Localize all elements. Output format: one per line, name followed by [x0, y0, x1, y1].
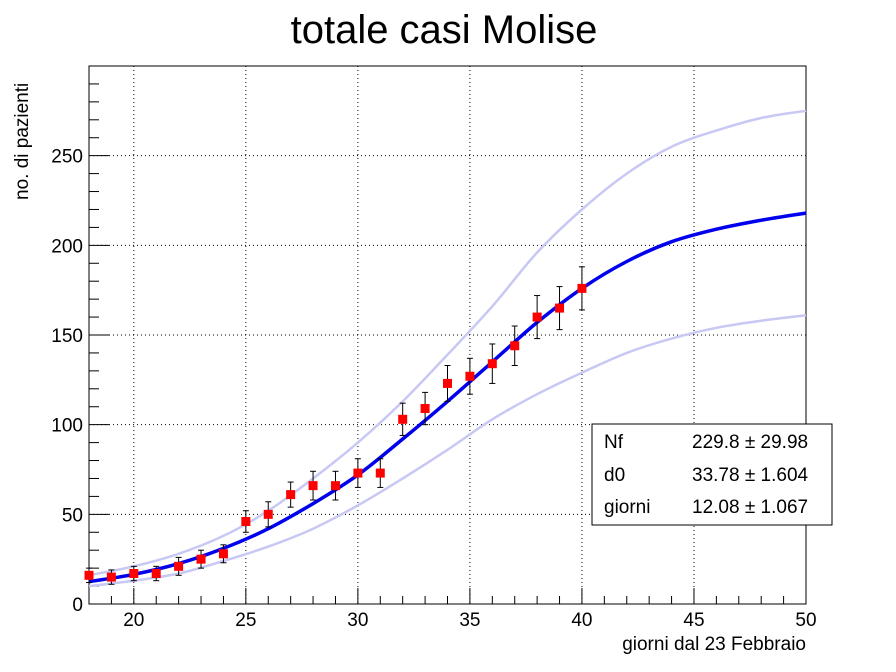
- stats-box-frame: [591, 423, 833, 526]
- data-point: [487, 359, 497, 369]
- band-lower-curve: [88, 314, 807, 588]
- data-point: [174, 561, 184, 571]
- x-axis-label: giorni dal 23 Febbraio: [622, 634, 806, 655]
- y-tick-label: 50: [62, 505, 83, 526]
- x-tick-label: 45: [683, 610, 704, 631]
- stat-value-nf: 229.8 ± 29.98: [692, 432, 808, 453]
- y-axis-label: no. di pazienti: [12, 83, 33, 200]
- data-point: [218, 549, 228, 559]
- x-axis-ticks: 20 25 30 35 40 45 50: [123, 588, 817, 631]
- data-point: [398, 414, 408, 424]
- band-upper-curve: [88, 109, 807, 577]
- data-points-layer: [84, 266, 587, 585]
- stat-name-d0: d0: [604, 465, 625, 486]
- x-tick-label: 40: [571, 610, 592, 631]
- x-tick-label: 35: [459, 610, 480, 631]
- y-tick-label: 0: [72, 595, 83, 616]
- data-point: [286, 490, 296, 500]
- x-tick-label: 30: [347, 610, 368, 631]
- y-tick-label: 200: [51, 236, 83, 257]
- stat-value-giorni: 12.08 ± 1.067: [692, 497, 808, 518]
- data-point: [353, 468, 363, 478]
- data-point: [532, 312, 542, 322]
- x-tick-label: 50: [795, 610, 816, 631]
- data-point: [510, 341, 520, 351]
- y-axis-ticks: 0 50 100 150 200 250: [51, 147, 109, 616]
- data-point: [106, 572, 116, 582]
- data-point: [84, 570, 94, 580]
- data-point: [241, 517, 251, 527]
- x-tick-label: 25: [235, 610, 256, 631]
- confidence-band: [88, 109, 807, 588]
- data-point: [375, 468, 385, 478]
- data-point: [420, 404, 430, 414]
- y-tick-label: 100: [51, 416, 83, 437]
- data-point: [151, 569, 161, 579]
- data-point: [555, 303, 565, 313]
- data-point: [196, 554, 206, 564]
- data-point: [443, 378, 452, 388]
- data-point: [330, 481, 340, 491]
- stat-name-nf: Nf: [604, 432, 624, 453]
- stat-value-d0: 33.78 ± 1.604: [692, 465, 809, 486]
- data-point: [465, 371, 475, 381]
- stats-box: Nf 229.8 ± 29.98 d0 33.78 ± 1.604 giorni…: [591, 423, 833, 526]
- data-point: [577, 283, 587, 293]
- x-tick-label: 20: [123, 610, 144, 631]
- data-point: [308, 481, 318, 491]
- chart-title: totale casi Molise: [291, 8, 598, 52]
- data-point: [129, 569, 139, 579]
- stat-name-giorni: giorni: [604, 497, 650, 518]
- minor-ticks: [88, 83, 785, 604]
- y-tick-label: 150: [51, 326, 83, 347]
- data-point: [263, 509, 273, 519]
- y-tick-label: 250: [51, 147, 83, 168]
